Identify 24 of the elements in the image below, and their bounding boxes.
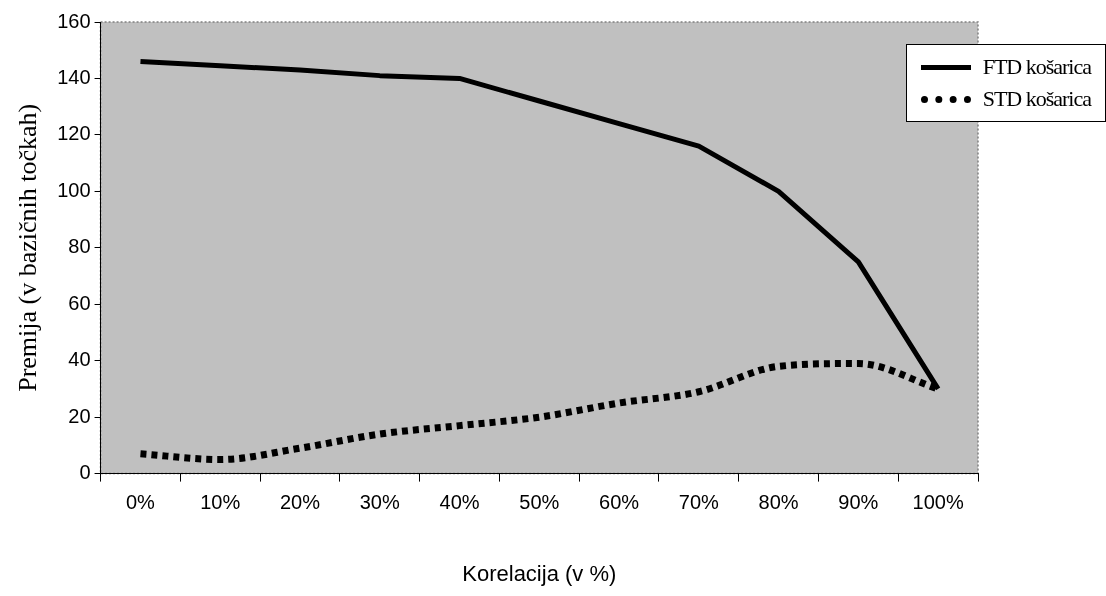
y-tick-label: 140 [57,65,91,88]
x-tick-label: 40% [439,491,480,514]
y-tick-label: 40 [68,348,91,371]
x-tick-label: 70% [678,491,720,514]
x-tick-label: 100% [912,491,964,514]
y-tick-label: 100 [57,178,91,201]
x-tick-label: 80% [758,491,799,514]
x-tick-label: 90% [838,491,879,514]
x-tick-label: 30% [359,491,400,514]
y-tick-label: 120 [57,122,91,145]
x-tick-label: 0% [126,491,156,514]
x-tick-label: 20% [279,491,321,514]
x-tick-label: 50% [519,491,560,514]
y-tick-label: 0 [79,461,91,484]
x-tick-label: 60% [599,491,640,514]
y-tick-label: 80 [68,235,91,258]
y-tick-label: 60 [68,291,91,314]
legend-label: STD košarica [982,86,1091,112]
y-tick-label: 20 [68,404,91,427]
x-axis-title: Korelacija (v %) [462,560,617,586]
legend-label: FTD košarica [982,54,1091,80]
y-axis-title: Premija (v bazičnih točkah) [13,103,43,392]
y-tick-label: 160 [57,9,91,32]
x-tick-label: 10% [200,491,241,514]
